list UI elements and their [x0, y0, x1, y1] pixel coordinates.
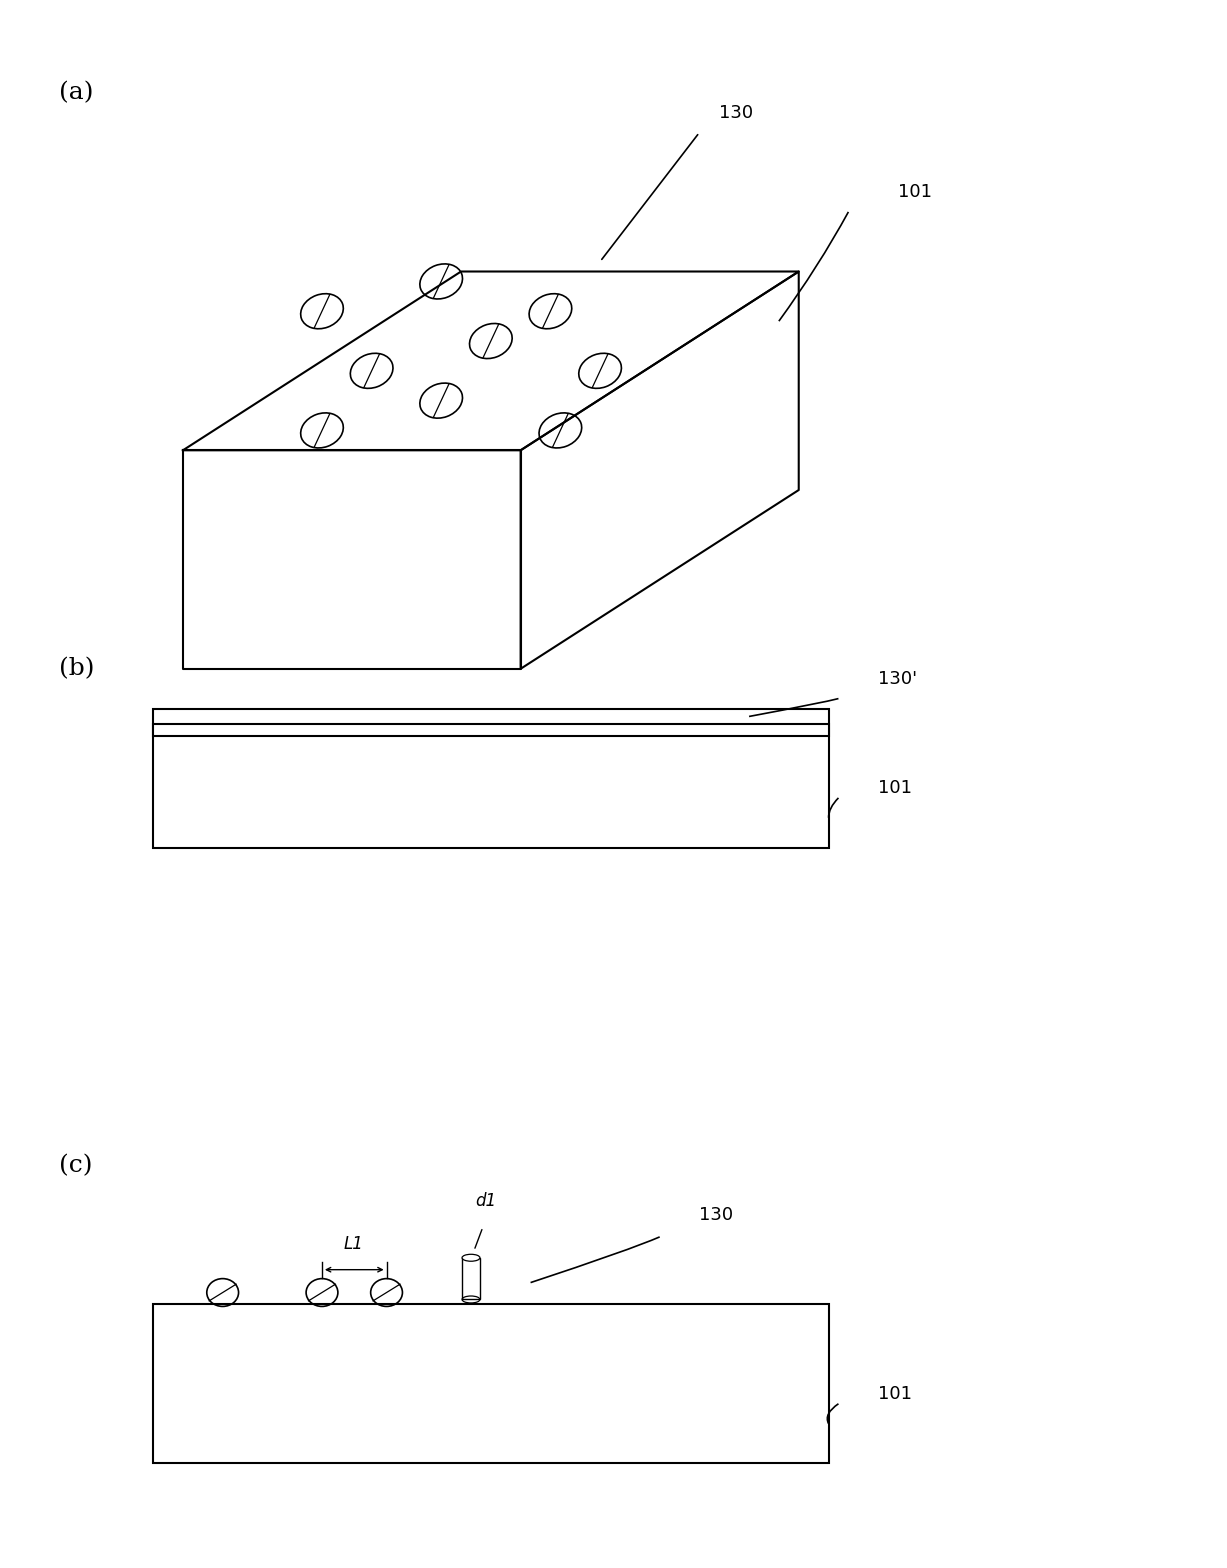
- Text: L1: L1: [344, 1234, 363, 1253]
- Text: 130: 130: [699, 1206, 734, 1225]
- Bar: [153, 1305, 828, 1463]
- Text: (a): (a): [59, 82, 93, 103]
- Bar: [153, 709, 828, 848]
- Bar: [463, 1258, 480, 1300]
- Text: 101: 101: [879, 779, 912, 797]
- Text: d1: d1: [475, 1192, 497, 1210]
- Text: 130: 130: [719, 103, 753, 122]
- Bar: [153, 724, 828, 737]
- Text: 101: 101: [879, 1385, 912, 1403]
- Text: (b): (b): [59, 657, 94, 681]
- Text: (c): (c): [59, 1154, 92, 1178]
- Text: 101: 101: [898, 183, 933, 201]
- Text: 130': 130': [879, 670, 918, 688]
- Ellipse shape: [463, 1254, 480, 1261]
